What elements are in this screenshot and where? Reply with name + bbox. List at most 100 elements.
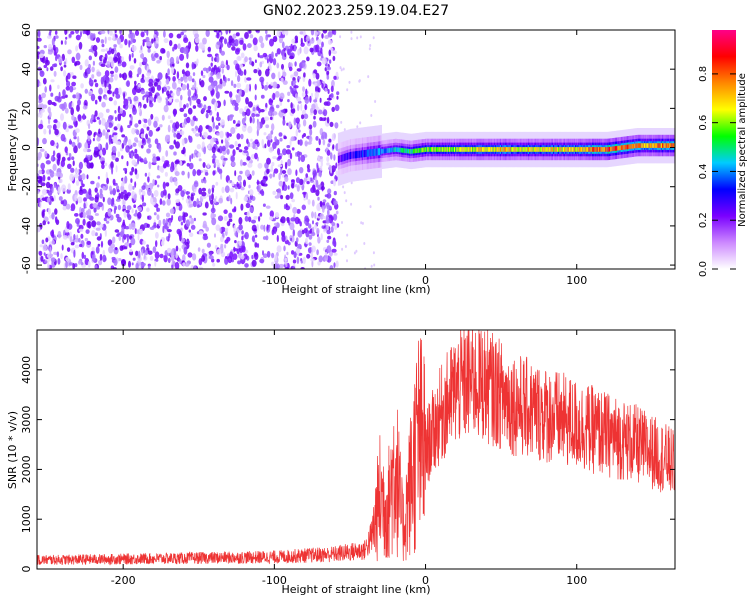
signal-band-segment (533, 147, 536, 152)
noise-speckle (248, 184, 251, 189)
noise-speckle (323, 228, 327, 233)
snr-x-tick-label: 100 (566, 574, 587, 587)
noise-speckle (163, 189, 167, 196)
noise-speckle (67, 235, 71, 239)
noise-speckle (266, 250, 271, 258)
noise-speckle (228, 35, 233, 43)
noise-speckle (146, 244, 150, 248)
noise-speckle (101, 43, 105, 48)
noise-speckle (134, 181, 137, 188)
noise-speckle (114, 116, 118, 122)
noise-speckle (231, 46, 236, 51)
noise-speckle (96, 136, 101, 142)
noise-speckle (133, 58, 137, 64)
noise-speckle (38, 151, 42, 159)
signal-band-segment (567, 147, 570, 152)
signal-band-segment (583, 147, 586, 152)
noise-speckle (146, 148, 151, 154)
noise-speckle (69, 235, 73, 243)
noise-speckle (96, 221, 101, 226)
noise-speckle (244, 215, 249, 222)
noise-speckle (67, 49, 72, 55)
noise-speckle (74, 62, 77, 66)
noise-speckle (129, 99, 132, 104)
noise-speckle (271, 261, 275, 266)
noise-speckle (240, 254, 245, 260)
noise-speckle (191, 97, 197, 101)
noise-speckle (122, 219, 125, 225)
noise-speckle (277, 188, 282, 194)
noise-speckle (282, 71, 287, 77)
noise-speckle (327, 188, 332, 194)
noise-speckle (98, 143, 101, 150)
noise-speckle (39, 70, 45, 77)
noise-speckle (75, 218, 80, 225)
noise-speckle (116, 189, 120, 193)
noise-speckle (169, 145, 175, 150)
noise-speckle (310, 258, 315, 262)
noise-speckle (77, 136, 80, 144)
noise-speckle (324, 35, 330, 39)
noise-speckle (306, 253, 311, 259)
noise-speckle (346, 259, 348, 263)
noise-speckle (60, 200, 64, 205)
noise-speckle (172, 76, 176, 82)
noise-speckle (134, 100, 137, 108)
noise-speckle (148, 78, 154, 84)
noise-speckle (56, 96, 62, 103)
noise-speckle (105, 171, 108, 180)
noise-speckle (315, 189, 320, 197)
signal-band-segment (527, 147, 530, 152)
noise-speckle (66, 221, 70, 229)
signal-band-segment (412, 148, 415, 154)
noise-speckle (299, 31, 304, 35)
noise-speckle (239, 70, 244, 76)
noise-speckle (238, 176, 242, 182)
noise-speckle (315, 179, 319, 188)
noise-speckle (128, 102, 134, 110)
noise-speckle (90, 93, 96, 102)
noise-speckle (306, 164, 310, 170)
noise-speckle (192, 72, 196, 77)
noise-speckle (309, 38, 315, 44)
noise-speckle (303, 113, 309, 120)
signal-band-segment (514, 147, 517, 152)
noise-speckle (47, 262, 50, 269)
noise-speckle (145, 133, 149, 140)
noise-speckle (286, 145, 291, 149)
noise-speckle (319, 200, 323, 208)
noise-speckle (235, 63, 240, 71)
noise-speckle (192, 105, 197, 109)
noise-speckle (216, 41, 222, 46)
signal-band-segment (386, 148, 388, 153)
noise-speckle (281, 109, 285, 113)
noise-speckle (56, 171, 62, 178)
noise-speckle (112, 33, 116, 41)
signal-band-segment (529, 147, 531, 152)
noise-speckle (355, 249, 358, 253)
noise-speckle (154, 138, 159, 145)
noise-speckle (281, 234, 286, 242)
noise-speckle (281, 170, 287, 174)
noise-speckle (313, 115, 316, 120)
noise-speckle (254, 234, 258, 238)
noise-speckle (249, 189, 254, 196)
noise-speckle (239, 170, 243, 175)
noise-speckle (332, 144, 335, 150)
noise-speckle (91, 254, 95, 262)
noise-speckle (316, 221, 319, 226)
noise-speckle (327, 235, 332, 240)
signal-band-segment (431, 147, 433, 152)
noise-speckle (50, 257, 56, 263)
noise-speckle (237, 143, 241, 148)
noise-speckle (265, 235, 269, 241)
spectrogram-x-axis-title: Height of straight line (km) (281, 283, 430, 296)
noise-speckle (363, 242, 366, 245)
signal-band-segment (351, 151, 353, 159)
noise-speckle (193, 188, 197, 193)
noise-speckle (98, 259, 103, 266)
noise-speckle (246, 138, 249, 145)
noise-speckle (224, 227, 229, 232)
noise-speckle (228, 194, 231, 202)
noise-speckle (321, 57, 327, 65)
